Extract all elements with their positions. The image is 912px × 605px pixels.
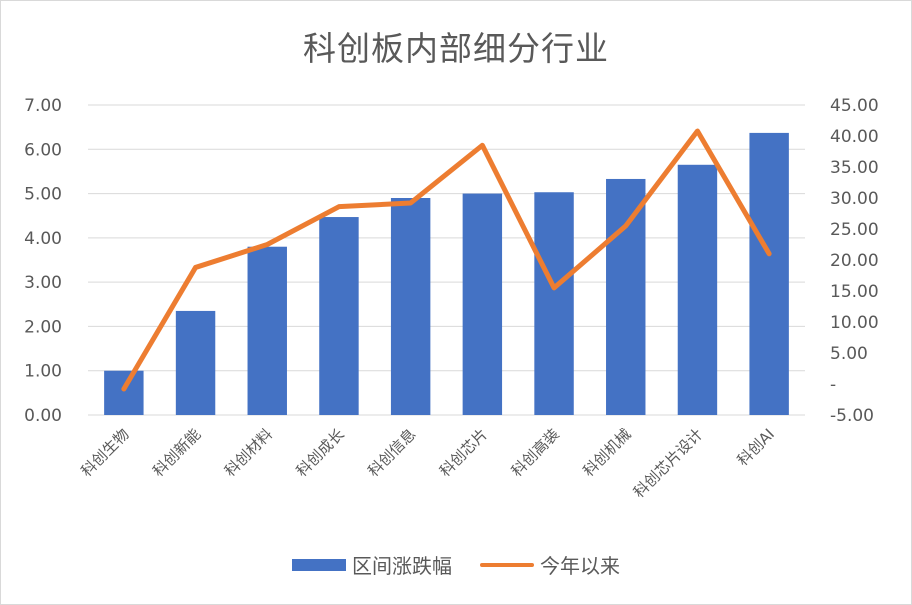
y-right-tick-label: 25.00 [830, 220, 879, 240]
x-tick-label: 科创芯片 [436, 425, 491, 480]
y-right-tick-label: 10.00 [830, 313, 879, 333]
bar [319, 217, 359, 415]
bar-series [104, 132, 789, 415]
x-tick-label: 科创材料 [221, 425, 276, 480]
bar [462, 193, 503, 415]
y-left-tick-label: 5.00 [24, 185, 62, 205]
chart-title: 科创板内部细分行业 [303, 29, 609, 68]
y-left-tick-label: 0.00 [24, 406, 62, 426]
legend-swatch-line [480, 562, 534, 567]
y-left-tick-label: 2.00 [24, 317, 62, 337]
bar [390, 198, 431, 415]
y-left-tick-label: 1.00 [24, 362, 62, 382]
legend: 区间涨跌幅 今年以来 [0, 550, 912, 579]
x-tick-label: 科创成长 [293, 425, 348, 480]
line-path [121, 128, 772, 392]
x-tick-label: 科创芯片设计 [630, 425, 706, 501]
y-right-tick-label: 35.00 [830, 158, 879, 178]
legend-swatch-bar [292, 558, 346, 571]
x-tick-label: 科创信息 [364, 425, 419, 480]
y-right-tick-label: -5.00 [830, 406, 874, 426]
bar [606, 178, 646, 415]
x-tick-label: 科创AI [734, 425, 778, 469]
bar [677, 164, 718, 415]
x-tick-label: 科创生物 [78, 425, 133, 480]
y-right-tick-label: 20.00 [830, 251, 879, 271]
y-left-tick-label: 7.00 [24, 96, 62, 116]
y-left-tick-label: 6.00 [24, 140, 62, 160]
y-right-tick-label: 15.00 [830, 282, 879, 302]
x-tick-label: 科创新能 [149, 425, 204, 480]
y-axis-left: 0.00 1.00 2.00 3.00 4.00 5.00 6.00 7.00 [24, 96, 62, 426]
bar [247, 246, 287, 415]
bar [104, 370, 144, 415]
y-right-tick-label: 45.00 [830, 96, 879, 116]
bar [175, 310, 216, 415]
x-tick-label: 科创高装 [508, 425, 563, 480]
legend-item-bar: 区间涨跌幅 [292, 550, 452, 579]
legend-item-line: 今年以来 [480, 550, 620, 579]
y-left-tick-label: 4.00 [24, 229, 62, 249]
line-series [121, 128, 772, 392]
bar [534, 192, 574, 415]
y-axis-right: -5.00-5.0010.0015.0020.0025.0030.0035.00… [830, 96, 879, 426]
x-tick-label: 科创机械 [579, 425, 634, 480]
y-left-tick-label: 3.00 [24, 273, 62, 293]
y-right-tick-label: 5.00 [830, 344, 868, 364]
legend-label-line: 今年以来 [540, 554, 620, 578]
bar [749, 132, 789, 415]
legend-label-bar: 区间涨跌幅 [352, 554, 452, 578]
y-right-tick-label: - [830, 375, 836, 395]
y-right-tick-label: 40.00 [830, 127, 879, 147]
y-right-tick-label: 30.00 [830, 189, 879, 209]
